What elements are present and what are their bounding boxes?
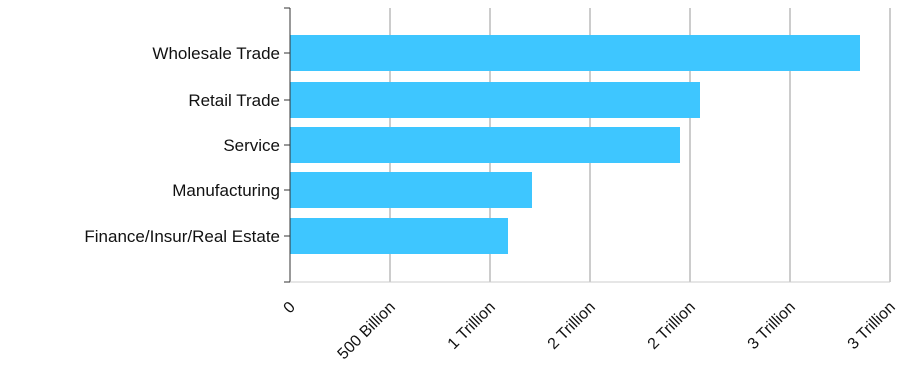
- bars: [290, 35, 860, 254]
- x-tick-label-0: 0: [281, 299, 299, 317]
- bar-3: [290, 172, 532, 208]
- bar-1: [290, 82, 700, 118]
- x-tick-labels: 0 500 Billion 1 Trillion 2 Trillion 2 Trilli…: [281, 299, 899, 363]
- axes: [284, 7, 890, 283]
- x-tick-label-2: 1 Trillion: [445, 299, 499, 353]
- bar-0: [290, 35, 860, 71]
- x-tick-label-6: 3 Trillion: [845, 299, 899, 353]
- bar-4: [290, 218, 508, 254]
- category-label-4: Finance/Insur/Real Estate: [84, 227, 280, 246]
- category-label-1: Retail Trade: [188, 91, 280, 110]
- x-tick-label-5: 3 Trillion: [745, 299, 799, 353]
- category-label-2: Service: [223, 136, 280, 155]
- x-tick-label-3: 2 Trillion: [545, 299, 599, 353]
- bar-2: [290, 127, 680, 163]
- category-label-0: Wholesale Trade: [152, 44, 280, 63]
- category-label-3: Manufacturing: [172, 181, 280, 200]
- x-tick-label-4: 2 Trillion: [645, 299, 699, 353]
- category-labels: Wholesale Trade Retail Trade Service Manufa…: [84, 44, 280, 246]
- x-tick-label-1: 500 Billion: [335, 299, 399, 363]
